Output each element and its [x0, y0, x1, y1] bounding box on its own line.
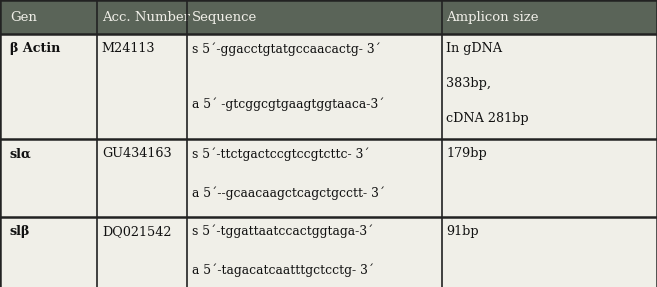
Bar [0, 139, 657, 217]
Bar [0, 0, 657, 34]
Text: s 5´-tggattaatccactggtaga-3´: s 5´-tggattaatccactggtaga-3´ [192, 225, 373, 238]
Text: Gen: Gen [10, 11, 37, 24]
Text: 383bp,: 383bp, [446, 77, 491, 90]
Text: a 5´-tagacatcaatttgctcctg- 3´: a 5´-tagacatcaatttgctcctg- 3´ [192, 263, 374, 277]
Bar [0, 34, 657, 139]
Text: 91bp: 91bp [446, 225, 479, 238]
Text: Amplicon size: Amplicon size [446, 11, 539, 24]
Text: Sequence: Sequence [192, 11, 257, 24]
Text: s 5´-ttctgactccgtccgtcttc- 3´: s 5´-ttctgactccgtccgtcttc- 3´ [192, 147, 369, 161]
Text: In gDNA: In gDNA [446, 42, 502, 55]
Text: β Actin: β Actin [10, 42, 60, 55]
Text: a 5´ -gtcggcgtgaagtggtaaca-3´: a 5´ -gtcggcgtgaagtggtaaca-3´ [192, 97, 384, 111]
Text: s 5´-ggacctgtatgccaacactg- 3´: s 5´-ggacctgtatgccaacactg- 3´ [192, 42, 380, 56]
Text: cDNA 281bp: cDNA 281bp [446, 112, 529, 125]
Text: a 5´--gcaacaagctcagctgcctt- 3´: a 5´--gcaacaagctcagctgcctt- 3´ [192, 186, 385, 199]
Bar [0, 217, 657, 287]
Text: slβ: slβ [10, 225, 30, 238]
Text: GU434163: GU434163 [102, 147, 171, 160]
Text: DQ021542: DQ021542 [102, 225, 171, 238]
Text: Acc. Number: Acc. Number [102, 11, 190, 24]
Text: 179bp: 179bp [446, 147, 487, 160]
Text: M24113: M24113 [102, 42, 155, 55]
Text: slα: slα [10, 147, 32, 160]
